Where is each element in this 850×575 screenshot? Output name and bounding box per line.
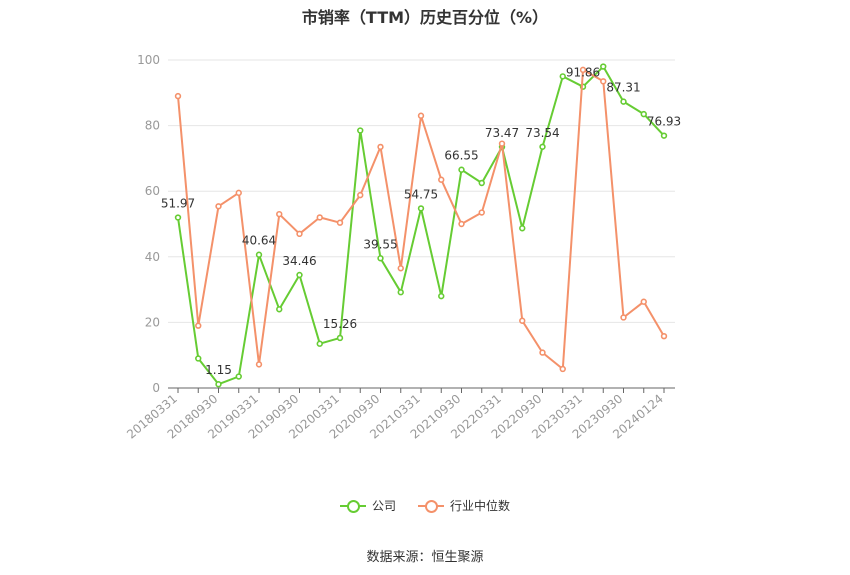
point-industry-median xyxy=(296,230,303,238)
point-company xyxy=(215,381,222,388)
point-industry-median xyxy=(458,220,465,228)
point-company xyxy=(255,251,263,258)
point-industry-median xyxy=(174,92,182,100)
data-label-company: 39.55 xyxy=(363,237,397,251)
data-label-company: 66.55 xyxy=(444,149,478,163)
point-industry-median xyxy=(397,265,404,272)
point-industry-median xyxy=(498,140,506,147)
point-company xyxy=(600,63,607,70)
point-company xyxy=(276,306,283,313)
point-company xyxy=(660,132,668,139)
data-labels: 51.97 1.15 40.64 34.46 15.26 39.55 54.75 66.55 7… xyxy=(161,66,681,378)
legend-item-company[interactable]: 公司 xyxy=(339,497,396,514)
y-tick-label: 100 xyxy=(137,53,160,67)
point-company xyxy=(397,289,404,296)
data-label-company: 51.97 xyxy=(161,197,195,211)
point-company xyxy=(377,255,384,262)
series-lines xyxy=(174,63,668,388)
point-company xyxy=(235,373,242,380)
point-industry-median xyxy=(195,322,202,329)
point-industry-median xyxy=(336,219,344,226)
y-tick-label: 80 xyxy=(145,119,160,133)
point-industry-median xyxy=(438,176,445,183)
point-industry-median xyxy=(235,189,242,197)
point-industry-median xyxy=(377,143,384,151)
data-label-company: 73.47 xyxy=(485,126,519,140)
data-label-company: 54.75 xyxy=(404,187,438,201)
data-source: 数据来源：恒生聚源 xyxy=(366,550,484,565)
point-industry-median xyxy=(316,214,323,221)
legend-label-industry-median: 行业中位数 xyxy=(450,499,511,513)
point-company xyxy=(316,340,323,347)
point-industry-median xyxy=(660,332,668,340)
point-company xyxy=(478,179,485,187)
y-tick-label: 20 xyxy=(145,315,160,329)
point-company xyxy=(458,166,465,173)
data-label-company: 73.54 xyxy=(525,126,559,140)
point-industry-median xyxy=(357,191,364,199)
point-industry-median xyxy=(417,112,425,119)
data-label-company: 76.93 xyxy=(647,115,681,129)
point-company xyxy=(539,143,546,150)
point-company xyxy=(640,110,647,118)
point-industry-median xyxy=(539,349,546,356)
legend-label-company: 公司 xyxy=(371,499,396,513)
axes: 0204060801002018033120180930201903312019… xyxy=(124,53,675,442)
data-label-company: 40.64 xyxy=(242,234,276,248)
legend-item-industry-median[interactable]: 行业中位数 xyxy=(418,497,510,514)
point-industry-median xyxy=(620,314,627,321)
legend-marker-company-icon xyxy=(339,499,366,513)
point-industry-median xyxy=(478,209,485,216)
data-label-company: 91.86 xyxy=(566,66,600,80)
legend: 公司 行业中位数 xyxy=(0,497,850,514)
point-industry-median xyxy=(579,66,587,74)
legend-marker-industry-icon xyxy=(418,499,444,513)
point-industry-median xyxy=(276,210,283,218)
point-company xyxy=(195,355,202,362)
grid-lines xyxy=(168,59,675,323)
point-company xyxy=(174,214,182,221)
point-industry-median xyxy=(640,298,647,305)
y-tick-label: 60 xyxy=(145,184,160,198)
point-company xyxy=(559,73,566,80)
data-label-company: 87.31 xyxy=(606,81,640,95)
point-industry-median xyxy=(559,365,566,373)
chart-title: 市销率（TTM）历史百分位（%） xyxy=(301,8,549,27)
data-label-company: 15.26 xyxy=(323,317,357,331)
point-industry-median xyxy=(255,361,263,368)
data-label-company: 1.15 xyxy=(205,363,232,377)
point-industry-median xyxy=(215,203,222,210)
point-industry-median xyxy=(600,78,607,85)
point-company xyxy=(519,225,526,232)
y-tick-label: 40 xyxy=(145,250,160,264)
y-tick-label: 0 xyxy=(152,381,160,395)
point-company xyxy=(357,127,364,134)
point-industry-median xyxy=(519,317,526,324)
point-company xyxy=(620,98,627,105)
point-company xyxy=(417,205,425,212)
point-company xyxy=(438,292,445,300)
point-company xyxy=(296,271,303,279)
data-label-company: 34.46 xyxy=(282,254,316,268)
point-company xyxy=(336,334,344,342)
